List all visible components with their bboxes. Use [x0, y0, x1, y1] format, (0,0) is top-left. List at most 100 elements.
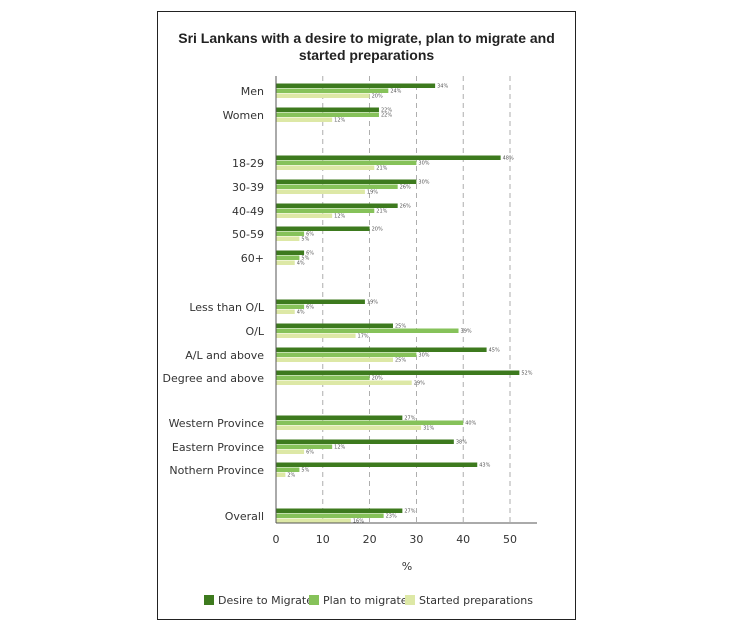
value-label-overall-series-2: 23% [386, 514, 397, 520]
value-label-50-59-series-3: 5% [301, 237, 309, 243]
value-label-nothern-province-series-1: 43% [479, 463, 490, 469]
bar-o-l-series-2 [276, 328, 459, 333]
bar-women-series-1 [276, 107, 379, 112]
bar-less-than-o-l-series-3 [276, 309, 295, 314]
value-label-40-49-series-3: 12% [334, 214, 345, 220]
x-tick-label-30: 30 [409, 533, 423, 546]
bar-degree-and-above-series-1 [276, 370, 520, 375]
category-label-western-province: Western Province [169, 417, 265, 430]
x-tick-label-20: 20 [363, 533, 377, 546]
bar-women-series-2 [276, 112, 379, 117]
value-label-overall-series-3: 16% [353, 519, 364, 525]
bar-60-series-1 [276, 250, 305, 255]
category-label-30-39: 30-39 [232, 181, 264, 194]
value-label-a-l-and-above-series-3: 25% [395, 358, 406, 364]
legend-label-series-2: Plan to migrate [323, 594, 408, 607]
value-label-men-series-2: 24% [390, 89, 401, 95]
bar-men-series-1 [276, 83, 436, 88]
value-label-nothern-province-series-2: 5% [301, 468, 309, 474]
legend-swatch-series-2 [309, 595, 319, 605]
value-label-30-39-series-1: 30% [418, 180, 429, 186]
category-label-a-l-and-above: A/L and above [185, 349, 264, 362]
category-label-18-29: 18-29 [232, 157, 264, 170]
value-label-less-than-o-l-series-3: 4% [297, 310, 305, 316]
bar-18-29-series-1 [276, 155, 501, 160]
legend-label-series-1: Desire to Migrate [218, 594, 313, 607]
bar-50-59-series-1 [276, 226, 370, 231]
value-label-degree-and-above-series-3: 29% [414, 381, 425, 387]
bar-western-province-series-1 [276, 415, 403, 420]
category-label-eastern-province: Eastern Province [172, 441, 264, 454]
value-label-40-49-series-1: 26% [400, 204, 411, 210]
chart-title: Sri Lankans with a desire to migrate, pl… [158, 30, 575, 64]
x-tick-label-50: 50 [503, 533, 517, 546]
chart-frame: Sri Lankans with a desire to migrate, pl… [157, 11, 576, 620]
bar-less-than-o-l-series-2 [276, 304, 305, 309]
bar-less-than-o-l-series-1 [276, 299, 365, 304]
category-label-degree-and-above: Degree and above [163, 372, 265, 385]
bar-nothern-province-series-3 [276, 472, 286, 477]
category-label-o-l: O/L [246, 325, 265, 338]
bar-a-l-and-above-series-3 [276, 357, 393, 362]
category-label-50-59: 50-59 [232, 228, 264, 241]
value-label-o-l-series-2: 39% [461, 329, 472, 335]
bar-o-l-series-1 [276, 323, 393, 328]
category-label-overall: Overall [225, 510, 264, 523]
value-label-women-series-3: 12% [334, 118, 345, 124]
bar-50-59-series-3 [276, 236, 300, 241]
bar-degree-and-above-series-3 [276, 380, 412, 385]
value-label-less-than-o-l-series-1: 19% [367, 300, 378, 306]
x-tick-label-40: 40 [456, 533, 470, 546]
bar-overall-series-3 [276, 518, 351, 523]
x-tick-label-10: 10 [316, 533, 330, 546]
bar-a-l-and-above-series-2 [276, 352, 417, 357]
value-label-nothern-province-series-3: 2% [287, 473, 295, 479]
bar-overall-series-1 [276, 508, 403, 513]
value-label-western-province-series-2: 40% [465, 421, 476, 427]
bar-40-49-series-3 [276, 213, 333, 218]
bar-60-series-3 [276, 260, 295, 265]
chart-title-line-1: Sri Lankans with a desire to migrate, pl… [178, 30, 555, 46]
bar-30-39-series-1 [276, 179, 417, 184]
value-label-o-l-series-1: 25% [395, 324, 406, 330]
bar-men-series-3 [276, 93, 370, 98]
value-label-men-series-1: 34% [437, 84, 448, 90]
value-label-o-l-series-3: 17% [358, 334, 369, 340]
category-label-women: Women [223, 109, 264, 122]
value-label-60-series-3: 4% [297, 261, 305, 267]
value-label-60-series-2: 5% [301, 256, 309, 262]
value-label-a-l-and-above-series-2: 30% [418, 353, 429, 359]
value-label-50-59-series-1: 20% [372, 227, 383, 233]
value-label-eastern-province-series-1: 38% [456, 440, 467, 446]
bar-a-l-and-above-series-1 [276, 347, 487, 352]
bar-men-series-2 [276, 88, 389, 93]
bar-nothern-province-series-1 [276, 462, 478, 467]
x-axis-title: % [402, 560, 412, 573]
value-label-western-province-series-1: 27% [404, 416, 415, 422]
value-label-18-29-series-3: 21% [376, 166, 387, 172]
value-label-30-39-series-2: 26% [400, 185, 411, 191]
value-label-18-29-series-1: 48% [503, 156, 514, 162]
bar-eastern-province-series-2 [276, 444, 333, 449]
chart-title-line-2: started preparations [298, 47, 435, 63]
category-label-less-than-o-l: Less than O/L [189, 301, 265, 314]
bar-30-39-series-3 [276, 189, 365, 194]
legend-label-series-3: Started preparations [419, 594, 533, 607]
value-label-degree-and-above-series-2: 20% [372, 376, 383, 382]
legend-swatch-series-1 [204, 595, 214, 605]
value-label-women-series-2: 22% [381, 113, 392, 119]
value-label-a-l-and-above-series-1: 45% [489, 348, 500, 354]
legend-swatch-series-3 [405, 595, 415, 605]
value-label-40-49-series-2: 21% [376, 209, 387, 215]
value-label-women-series-1: 22% [381, 108, 392, 114]
bar-o-l-series-3 [276, 333, 356, 338]
value-label-degree-and-above-series-1: 52% [521, 371, 532, 377]
bar-overall-series-2 [276, 513, 384, 518]
category-label-nothern-province: Nothern Province [169, 464, 264, 477]
category-label-60-: 60+ [241, 252, 264, 265]
value-label-less-than-o-l-series-2: 6% [306, 305, 314, 311]
value-label-western-province-series-3: 31% [423, 426, 434, 432]
bar-eastern-province-series-3 [276, 449, 305, 454]
bar-40-49-series-2 [276, 208, 375, 213]
bar-18-29-series-2 [276, 160, 417, 165]
